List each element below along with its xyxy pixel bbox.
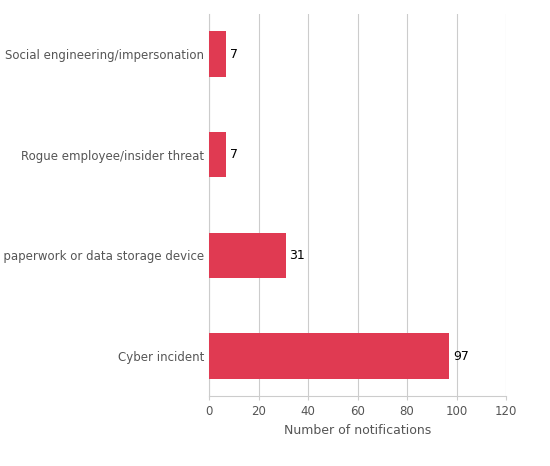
Bar xyxy=(209,31,227,77)
Bar xyxy=(209,233,286,278)
X-axis label: Number of notifications: Number of notifications xyxy=(284,424,431,437)
Text: 7: 7 xyxy=(230,48,238,61)
Text: 7: 7 xyxy=(230,148,238,161)
Bar xyxy=(209,132,227,178)
Text: 31: 31 xyxy=(289,249,305,262)
Text: 97: 97 xyxy=(453,350,469,363)
Bar xyxy=(209,333,449,379)
